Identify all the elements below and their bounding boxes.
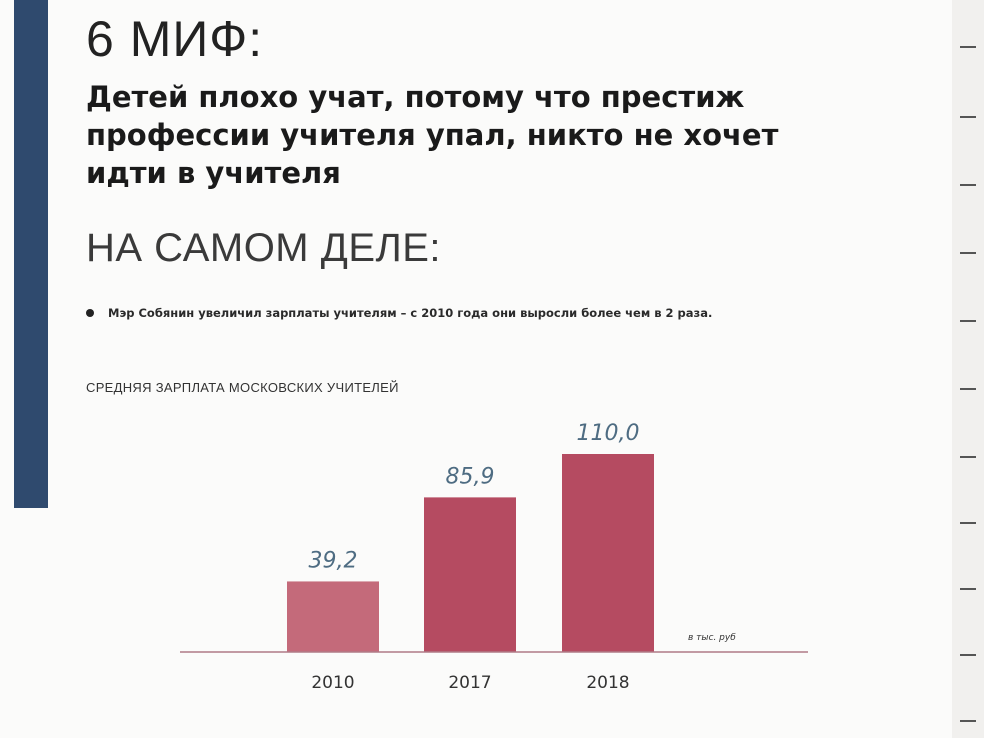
myth-statement: Детей плохо учат, потому что престиж про… [86,80,779,190]
bar-2010 [287,581,379,652]
bar-value-label: 110,0 [577,421,640,446]
x-tick-label: 2010 [311,673,354,693]
x-tick-label: 2017 [448,673,491,693]
bar-value-label: 85,9 [446,464,495,489]
margin-tick [960,388,976,390]
reality-heading: НА САМОМ ДЕЛЕ: [86,226,442,270]
margin-tick [960,320,976,322]
bar-2018 [562,454,654,652]
margin-tick [960,522,976,524]
margin-tick [960,116,976,118]
accent-side-bar [14,0,48,508]
myth-title: 6 МИФ: [86,11,264,67]
margin-tick [960,46,976,48]
bars-layer: 39,2 2010 85,9 2017 110,0 2018 [287,421,654,693]
bar-value-label: 39,2 [309,548,358,573]
bullet-text: Мэр Собянин увеличил зарплаты учителям –… [108,306,713,320]
margin-tick [960,654,976,656]
bullet-item: Мэр Собянин увеличил зарплаты учителям –… [86,306,846,320]
right-margin [952,0,984,738]
x-tick-label: 2018 [586,673,629,693]
chart-title: СРЕДНЯЯ ЗАРПЛАТА МОСКОВСКИХ УЧИТЕЛЕЙ [86,380,399,395]
margin-tick [960,720,976,722]
margin-tick [960,252,976,254]
margin-tick [960,184,976,186]
bar-2017 [424,497,516,652]
bullet-dot-icon [86,309,94,317]
margin-tick [960,588,976,590]
margin-tick [960,456,976,458]
unit-note: в тыс. руб [688,633,736,643]
